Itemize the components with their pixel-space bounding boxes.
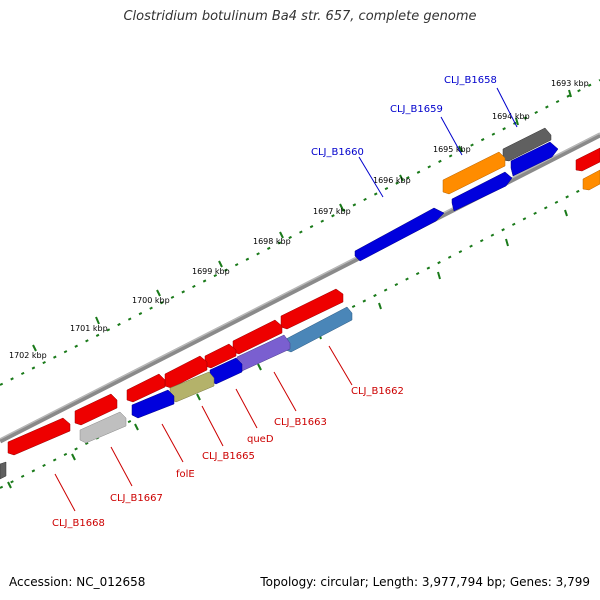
reverse-strand-genes	[79, 141, 559, 444]
gene-arrow-CLJ_B1659[interactable]	[442, 151, 506, 195]
gene-label-CLJ_B1663[interactable]: CLJ_B1663	[274, 417, 327, 428]
kbp-tick	[279, 231, 284, 239]
gene-arrow-CLJ_B1660[interactable]	[354, 207, 445, 262]
kbp-label: 1693 kbp	[551, 79, 589, 88]
gene-label-queD[interactable]: queD	[247, 434, 274, 445]
leader-CLJ_B1659	[440, 116, 463, 156]
gene-labels: CLJ_B1658 CLJ_B1659 CLJ_B1660 CLJ_B1662 …	[52, 75, 497, 529]
inner-tick	[71, 453, 76, 461]
forward-strand-genes	[0, 127, 600, 480]
inner-tick	[7, 481, 12, 489]
gene-label-CLJ_B1665[interactable]: CLJ_B1665	[202, 451, 255, 462]
gene-arrow-CLJ_B1667[interactable]	[79, 411, 127, 444]
inner-tick	[257, 363, 262, 371]
gene-label-CLJ_B1662[interactable]: CLJ_B1662	[351, 386, 404, 397]
kbp-label: 1701 kbp	[70, 324, 108, 333]
gene-arrow-offscreen-gray[interactable]	[0, 461, 7, 480]
kbp-label: 1702 kbp	[9, 351, 47, 360]
gene-label-CLJ_B1660[interactable]: CLJ_B1660	[311, 147, 364, 158]
gene-label-CLJ_B1668[interactable]: CLJ_B1668	[52, 518, 105, 529]
kbp-scale: 1693 kbp 1694 kbp 1695 kbp 1696 kbp 1697…	[9, 79, 589, 360]
kbp-tick	[399, 174, 404, 182]
leader-folE	[161, 423, 184, 463]
kbp-label: 1697 kbp	[313, 207, 351, 216]
label-leaders	[54, 87, 518, 512]
gene-arrow-forward[interactable]	[74, 393, 118, 426]
kbp-label: 1698 kbp	[253, 237, 291, 246]
gene-arrow-folE[interactable]	[131, 389, 175, 419]
leader-CLJ_B1658	[496, 87, 518, 128]
kbp-tick	[218, 260, 223, 268]
kbp-tick	[156, 289, 161, 297]
leader-CLJ_B1660	[358, 156, 384, 198]
gene-arrow-offscreen-orange[interactable]	[582, 169, 600, 191]
outer-tick-track	[0, 79, 600, 386]
leader-CLJ_B1668	[54, 473, 76, 512]
gene-arrow-offscreen-red[interactable]	[575, 147, 600, 172]
gene-arrow-reverse[interactable]	[451, 171, 513, 212]
topology-label: Topology: circular; Length: 3,977,794 bp…	[260, 575, 590, 589]
kbp-label: 1700 kbp	[132, 296, 170, 305]
kbp-tick	[515, 117, 519, 126]
inner-tick	[378, 302, 382, 310]
accession-label: Accession: NC_012658	[9, 575, 146, 589]
kbp-label: 1694 kbp	[492, 112, 530, 121]
kbp-tick	[339, 203, 344, 211]
gene-arrow-forward[interactable]	[7, 417, 71, 456]
leader-CLJ_B1663	[273, 371, 297, 412]
kbp-tick	[458, 145, 463, 153]
kbp-tick	[568, 89, 572, 98]
inner-tick	[437, 271, 441, 280]
gene-label-CLJ_B1667[interactable]: CLJ_B1667	[110, 493, 163, 504]
gene-arrow-CLJ_B1658-reverse[interactable]	[510, 141, 559, 177]
gene-label-folE[interactable]: folE	[176, 469, 195, 480]
genome-title: Clostridium botulinum Ba4 str. 657, comp…	[123, 9, 477, 24]
kbp-tick	[32, 344, 37, 352]
gene-label-CLJ_B1659[interactable]: CLJ_B1659	[390, 104, 443, 115]
kbp-label: 1695 kbp	[433, 145, 471, 154]
inner-tick	[134, 423, 139, 431]
gene-arrow-forward[interactable]	[126, 373, 166, 403]
leader-CLJ_B1662	[328, 345, 353, 386]
kbp-label: 1699 kbp	[192, 267, 230, 276]
kbp-tick	[95, 316, 100, 325]
inner-tick	[505, 238, 509, 247]
kbp-label: 1696 kbp	[373, 176, 411, 185]
gene-label-CLJ_B1658[interactable]: CLJ_B1658	[444, 75, 497, 86]
leader-CLJ_B1667	[110, 446, 133, 487]
inner-tick	[196, 393, 201, 401]
inner-tick	[564, 209, 568, 217]
leader-CLJ_B1665	[201, 405, 224, 447]
leader-queD	[235, 388, 258, 429]
outer-tick-dots	[0, 79, 600, 386]
